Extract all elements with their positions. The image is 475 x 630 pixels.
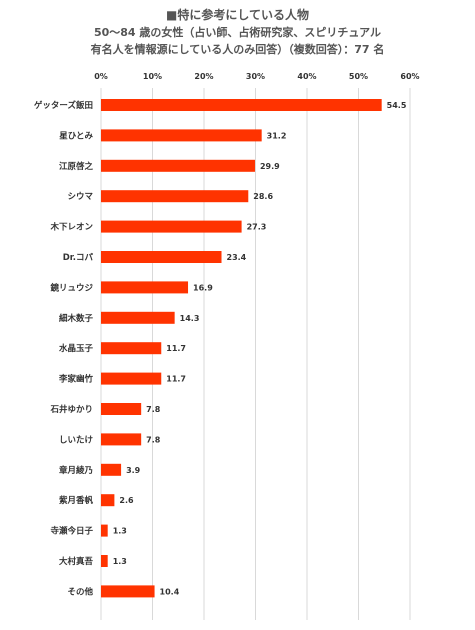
bar xyxy=(101,585,155,598)
data-label: 54.5 xyxy=(387,101,407,110)
bar xyxy=(101,190,249,203)
category-label: 江原啓之 xyxy=(59,161,94,172)
bar xyxy=(101,251,222,263)
bar xyxy=(101,311,175,324)
x-tick-label: 20% xyxy=(194,72,213,81)
data-label: 23.4 xyxy=(227,253,247,262)
bar xyxy=(101,220,242,233)
bar xyxy=(101,524,108,537)
value-labels: 54.5 31.2 29.9 28.6 27.3 23.4 16.9 14.3 11.7 11.7… xyxy=(113,101,407,596)
data-label: 31.2 xyxy=(267,131,287,140)
category-label: 紫月香帆 xyxy=(59,495,94,506)
bar xyxy=(101,372,162,385)
bar xyxy=(101,555,108,567)
category-label: 水晶玉子 xyxy=(58,343,94,354)
category-label: しいたけ xyxy=(59,434,94,445)
category-label: シウマ xyxy=(67,192,93,202)
chart-title: ■特に参考にしている人物 xyxy=(166,8,309,22)
data-label: 11.7 xyxy=(166,344,186,353)
data-label: 2.6 xyxy=(119,496,134,505)
category-label: Dr.コパ xyxy=(63,252,94,263)
chart-subtitle-line-1: 50～84 歳の女性（占い師、占術研究家、スピリチュアル xyxy=(93,26,382,39)
category-label: その他 xyxy=(67,586,93,597)
category-label: 寺瀬今日子 xyxy=(50,526,93,537)
bar xyxy=(101,342,162,355)
bar xyxy=(101,99,382,111)
x-tick-label: 50% xyxy=(349,72,368,81)
category-label: 章月綾乃 xyxy=(59,465,93,476)
bars xyxy=(101,99,382,598)
data-label: 29.9 xyxy=(260,162,280,171)
bar xyxy=(101,129,262,142)
x-tick-label: 60% xyxy=(400,72,419,81)
data-label: 14.3 xyxy=(180,314,200,323)
category-label: 木下レオン xyxy=(49,222,93,233)
category-label: 大村真吾 xyxy=(59,556,94,567)
data-label: 11.7 xyxy=(166,375,186,384)
category-label: 星ひとみ xyxy=(59,130,93,141)
bar xyxy=(101,433,142,446)
category-label: 鏡リュウジ xyxy=(49,282,93,293)
x-tick-label: 30% xyxy=(246,72,265,81)
data-label: 1.3 xyxy=(113,527,127,536)
data-label: 28.6 xyxy=(253,192,273,201)
x-axis-ticks: 0% 10% 20% 30% 40% 50% 60% xyxy=(94,72,419,81)
data-label: 7.8 xyxy=(146,435,161,444)
category-label: 李家幽竹 xyxy=(58,374,94,385)
chart-subtitle-line-2: 有名人を情報源にしている人のみ回答）（複数回答）：77 名 xyxy=(90,43,385,56)
category-label: 細木数子 xyxy=(59,313,94,324)
data-label: 7.8 xyxy=(146,405,161,414)
category-label: 石井ゆかり xyxy=(49,404,93,415)
bar xyxy=(101,281,189,294)
category-label: ゲッターズ飯田 xyxy=(34,100,93,111)
data-label: 10.4 xyxy=(160,587,180,596)
data-label: 27.3 xyxy=(247,223,267,232)
x-tick-label: 40% xyxy=(297,72,316,81)
bar xyxy=(101,403,142,415)
bar xyxy=(101,463,122,476)
x-tick-label: 0% xyxy=(94,72,108,81)
data-label: 16.9 xyxy=(193,283,213,292)
data-label: 3.9 xyxy=(126,466,141,475)
x-tick-label: 10% xyxy=(143,72,162,81)
bar xyxy=(101,494,115,507)
bar xyxy=(101,159,255,172)
data-label: 1.3 xyxy=(113,557,127,566)
